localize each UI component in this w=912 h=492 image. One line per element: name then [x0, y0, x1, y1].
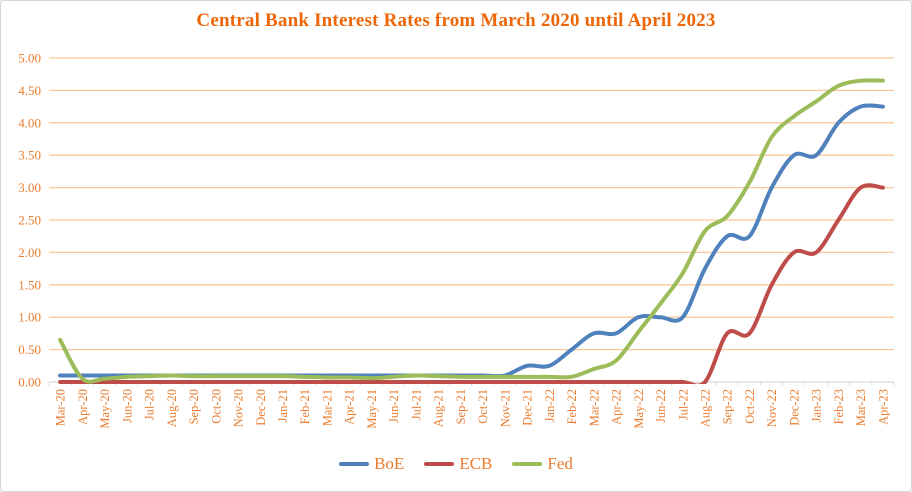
series-line-ecb — [58, 183, 885, 384]
x-tick-label: Oct-20 — [209, 389, 223, 424]
y-tick-label: 2.50 — [18, 213, 41, 228]
x-tick-label: Mar-22 — [587, 389, 601, 426]
legend-label-boe: BoE — [374, 454, 405, 473]
x-tick-label: Mar-20 — [54, 389, 68, 426]
series-line-boe — [58, 103, 885, 379]
x-tick-label: Apr-21 — [343, 389, 357, 425]
x-tick-label: Sep-20 — [187, 389, 201, 424]
x-tick-label: Aug-22 — [698, 389, 712, 427]
x-tick-label: Dec-21 — [521, 389, 535, 426]
x-tick-label: Jan-22 — [543, 389, 557, 422]
x-tick-label: Jan-21 — [276, 389, 290, 422]
series-line-fed — [58, 78, 885, 384]
legend-item-boe: BoE — [339, 454, 404, 474]
legend-item-fed: Fed — [512, 454, 573, 474]
x-tick-label: Jul-21 — [409, 389, 423, 420]
x-tick-label: Apr-23 — [876, 389, 890, 425]
x-tick-label: May-21 — [365, 389, 379, 429]
x-tick-label: May-20 — [98, 389, 112, 429]
legend-swatch-boe — [339, 462, 370, 466]
legend-swatch-fed — [512, 462, 543, 466]
y-tick-label: 0.00 — [18, 375, 41, 390]
x-tick-label: Oct-22 — [743, 389, 757, 424]
x-tick-label: Nov-22 — [765, 389, 779, 427]
x-tick-label: Nov-20 — [232, 389, 246, 427]
x-tick-label: Mar-21 — [320, 389, 334, 426]
y-tick-label: 2.00 — [18, 245, 41, 260]
y-tick-label: 0.50 — [18, 342, 41, 357]
x-tick-label: Aug-21 — [432, 389, 446, 427]
x-tick-label: Apr-22 — [610, 389, 624, 425]
y-tick-label: 1.00 — [18, 310, 41, 325]
x-tick-label: Jun-21 — [387, 389, 401, 423]
legend-swatch-ecb — [424, 462, 455, 466]
x-tick-label: Feb-21 — [298, 389, 312, 424]
x-tick-label: Jul-22 — [676, 389, 690, 420]
x-tick-label: Jan-23 — [810, 389, 824, 422]
x-tick-label: Jun-20 — [120, 389, 134, 423]
x-tick-label: May-22 — [632, 389, 646, 429]
legend-label-ecb: ECB — [459, 454, 493, 473]
legend-label-fed: Fed — [547, 454, 573, 473]
x-tick-label: Dec-20 — [254, 389, 268, 426]
y-tick-label: 1.50 — [18, 277, 41, 292]
y-tick-label: 4.00 — [18, 115, 41, 130]
x-tick-label: Dec-22 — [787, 389, 801, 426]
x-tick-label: Oct-21 — [476, 389, 490, 424]
x-tick-label: Mar-23 — [854, 389, 868, 426]
x-tick-label: Aug-20 — [165, 389, 179, 427]
legend-item-ecb: ECB — [424, 454, 492, 474]
y-tick-label: 3.50 — [18, 148, 41, 163]
x-tick-label: Jul-20 — [143, 389, 157, 420]
x-tick-label: Sep-22 — [721, 389, 735, 424]
x-tick-label: Nov-21 — [498, 389, 512, 427]
y-tick-label: 5.00 — [18, 51, 41, 66]
legend: BoE ECB Fed — [1, 450, 911, 478]
x-tick-label: Sep-21 — [454, 389, 468, 424]
y-tick-label: 4.50 — [18, 83, 41, 98]
x-tick-label: Feb-23 — [832, 389, 846, 424]
x-tick-label: Feb-22 — [565, 389, 579, 424]
x-tick-label: Apr-20 — [76, 389, 90, 425]
x-tick-label: Jun-22 — [654, 389, 668, 423]
y-tick-label: 3.00 — [18, 180, 41, 195]
chart-title: Central Bank Interest Rates from March 2… — [196, 10, 716, 31]
